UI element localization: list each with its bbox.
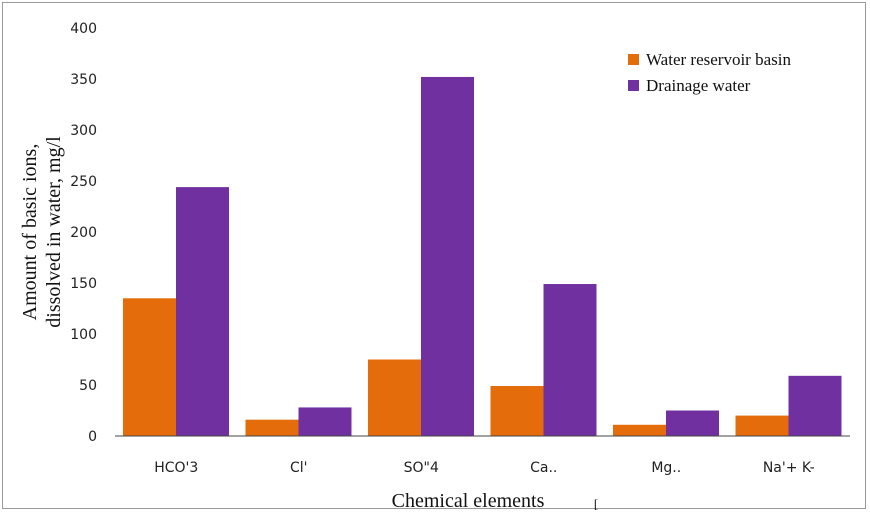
stray-mark: [ bbox=[594, 496, 598, 511]
bar-drainage-water-na-k bbox=[788, 375, 842, 436]
bar-drainage-water-cl bbox=[298, 407, 352, 436]
bars bbox=[123, 76, 842, 437]
x-tick-label-6: Na'+ K- bbox=[763, 460, 815, 476]
legend-label-drainage-water: Drainage water bbox=[646, 76, 751, 95]
bar-drainage-water-hco-3 bbox=[176, 187, 229, 436]
legend-swatch-drainage-water bbox=[628, 80, 639, 91]
y-tick-label-350: 350 bbox=[70, 72, 97, 88]
y-tick-label-50: 50 bbox=[79, 378, 97, 394]
bar-water-reservoir-basin-cl bbox=[245, 419, 299, 436]
y-tick-label-100: 100 bbox=[70, 327, 97, 343]
x-tick-label-3: SO"4 bbox=[404, 460, 439, 476]
bar-drainage-water-mg bbox=[666, 410, 719, 436]
x-axis-title: Chemical elements bbox=[392, 490, 545, 512]
x-tick-label-5: Mg.. bbox=[651, 460, 681, 476]
bar-water-reservoir-basin-ca bbox=[490, 386, 544, 436]
x-tick-label-2: Cl' bbox=[290, 460, 308, 476]
y-tick-label-250: 250 bbox=[70, 174, 97, 190]
x-tick-label-1: HCO'3 bbox=[154, 460, 198, 476]
bar-drainage-water-ca bbox=[543, 284, 597, 436]
y-tick-label-400: 400 bbox=[70, 21, 97, 37]
legend: Water reservoir basin Drainage water bbox=[628, 50, 791, 95]
y-tick-label-200: 200 bbox=[70, 225, 97, 241]
y-tick-label-300: 300 bbox=[70, 123, 97, 139]
bar-water-reservoir-basin-hco-3 bbox=[123, 298, 176, 436]
y-tick-label-0: 0 bbox=[88, 429, 97, 445]
y-axis-title: Amount of basic ions, dissolved in water… bbox=[19, 136, 65, 328]
y-axis-ticks: 0 50 100 150 200 250 300 350 400 bbox=[70, 21, 97, 445]
bar-water-reservoir-basin-so-4 bbox=[368, 359, 421, 436]
x-tick-label-4: Ca.. bbox=[530, 460, 557, 476]
y-tick-label-150: 150 bbox=[70, 276, 97, 292]
legend-swatch-water-reservoir-basin bbox=[628, 54, 639, 65]
bar-water-reservoir-basin-mg bbox=[613, 424, 666, 436]
bar-water-reservoir-basin-na-k bbox=[735, 415, 789, 436]
x-axis-ticks: HCO'3 Cl' SO"4 Ca.. Mg.. Na'+ K- bbox=[154, 460, 814, 476]
bar-drainage-water-so-4 bbox=[421, 76, 474, 437]
legend-label-water-reservoir-basin: Water reservoir basin bbox=[646, 50, 791, 69]
y-axis-title-line-1: Amount of basic ions, bbox=[19, 144, 41, 321]
y-axis-title-line-2: dissolved in water, mg/l bbox=[43, 136, 65, 328]
